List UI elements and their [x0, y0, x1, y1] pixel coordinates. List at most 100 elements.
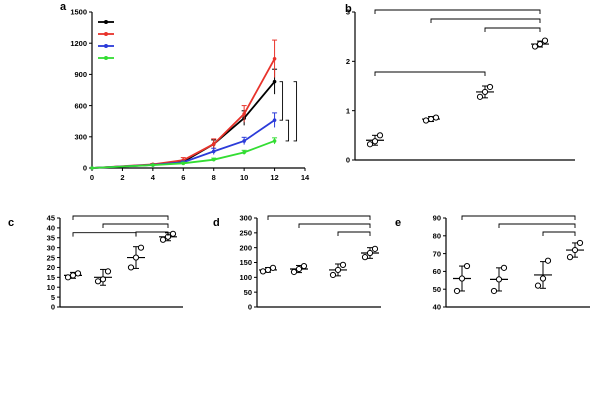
y-tick-label-c: 0 [51, 303, 55, 312]
data-point [300, 262, 308, 270]
data-point [339, 261, 347, 268]
significance-bracket [102, 223, 169, 228]
data-point [422, 117, 430, 124]
data-point [127, 264, 135, 271]
data-point [242, 150, 246, 155]
data-point [495, 276, 503, 283]
data-point [366, 141, 374, 148]
y-tick-label-b: 2 [346, 57, 350, 66]
data-point [536, 40, 544, 48]
y-tick-label-e: 50 [433, 285, 441, 294]
data-point [181, 161, 186, 166]
data-point [264, 266, 272, 274]
significance-bracket [374, 71, 486, 76]
data-point [137, 244, 145, 251]
data-point [476, 93, 484, 100]
significance-bracket [298, 223, 371, 228]
data-point [571, 246, 579, 254]
x-tick-label-a: 6 [181, 173, 185, 182]
legend-marker [104, 44, 108, 48]
y-tick-label-d: 200 [239, 243, 252, 252]
y-tick-label-c: 30 [47, 243, 55, 252]
y-tick-label-c: 35 [47, 233, 55, 242]
data-point [169, 230, 177, 237]
significance-bracket [279, 81, 284, 121]
data-point [371, 138, 379, 145]
data-point [295, 265, 303, 273]
y-tick-label-e: 60 [433, 267, 441, 276]
data-point [544, 257, 552, 264]
data-point [334, 266, 342, 274]
y-tick-label-e: 90 [433, 214, 441, 223]
series-line [91, 140, 275, 169]
y-tick-label-c: 10 [47, 283, 55, 292]
data-point [531, 43, 539, 50]
data-point [99, 276, 107, 283]
data-point [427, 115, 435, 123]
data-point [576, 239, 584, 247]
y-tick-label-c: 40 [47, 224, 55, 233]
data-point [376, 132, 384, 139]
significance-bracket [498, 223, 576, 228]
data-point [463, 262, 471, 270]
y-tick-label-c: 45 [47, 214, 55, 223]
significance-bracket [293, 81, 298, 142]
x-tick-label-a: 14 [301, 173, 310, 182]
data-point [211, 157, 216, 162]
data-point [290, 268, 298, 276]
data-point [211, 149, 216, 154]
panel-label-c: c [8, 217, 14, 229]
data-point [132, 254, 140, 261]
x-tick-label-a: 8 [212, 173, 216, 182]
legend-marker [104, 32, 108, 36]
data-point [361, 254, 369, 261]
y-tick-label-c: 25 [47, 253, 55, 262]
y-tick-label-e: 40 [433, 303, 441, 312]
panel-label-e: e [395, 217, 401, 229]
significance-bracket [72, 232, 137, 237]
data-point [541, 37, 549, 44]
y-tick-label-d: 50 [244, 288, 252, 297]
data-point [453, 287, 461, 295]
data-point [329, 271, 337, 279]
data-point [211, 142, 216, 146]
data-point [490, 287, 498, 295]
y-tick-label-d: 250 [239, 229, 252, 238]
y-tick-label-a: 0 [83, 164, 87, 173]
data-point [486, 83, 494, 91]
data-point [151, 163, 155, 167]
data-point [500, 264, 508, 271]
y-tick-label-b: 3 [346, 8, 350, 17]
x-tick-label-a: 0 [90, 173, 94, 182]
data-point [371, 245, 379, 252]
data-point [64, 274, 72, 281]
legend-marker [104, 20, 108, 24]
x-tick-label-a: 10 [240, 173, 248, 182]
data-point [566, 254, 574, 261]
series-line [91, 81, 276, 169]
y-tick-label-a: 900 [74, 70, 87, 79]
panel-label-d: d [213, 217, 220, 229]
y-tick-label-a: 300 [74, 133, 87, 142]
data-point [272, 118, 277, 122]
y-tick-label-d: 100 [239, 273, 252, 282]
data-point [104, 268, 112, 275]
significance-bracket [267, 215, 371, 220]
data-point [74, 270, 82, 277]
y-tick-label-e: 70 [433, 249, 441, 258]
data-point [458, 275, 466, 282]
data-point [272, 79, 277, 84]
data-point [242, 139, 246, 143]
legend-marker [104, 56, 108, 60]
y-tick-label-c: 20 [47, 263, 55, 272]
data-point [94, 278, 102, 285]
y-tick-label-a: 1500 [70, 8, 87, 17]
significance-bracket [484, 27, 541, 32]
x-tick-label-a: 4 [151, 173, 156, 182]
data-point [534, 282, 542, 289]
data-point [259, 268, 267, 275]
y-tick-label-d: 150 [239, 258, 252, 267]
x-tick-label-a: 12 [270, 173, 278, 182]
data-point [272, 139, 277, 143]
data-point [242, 112, 246, 116]
